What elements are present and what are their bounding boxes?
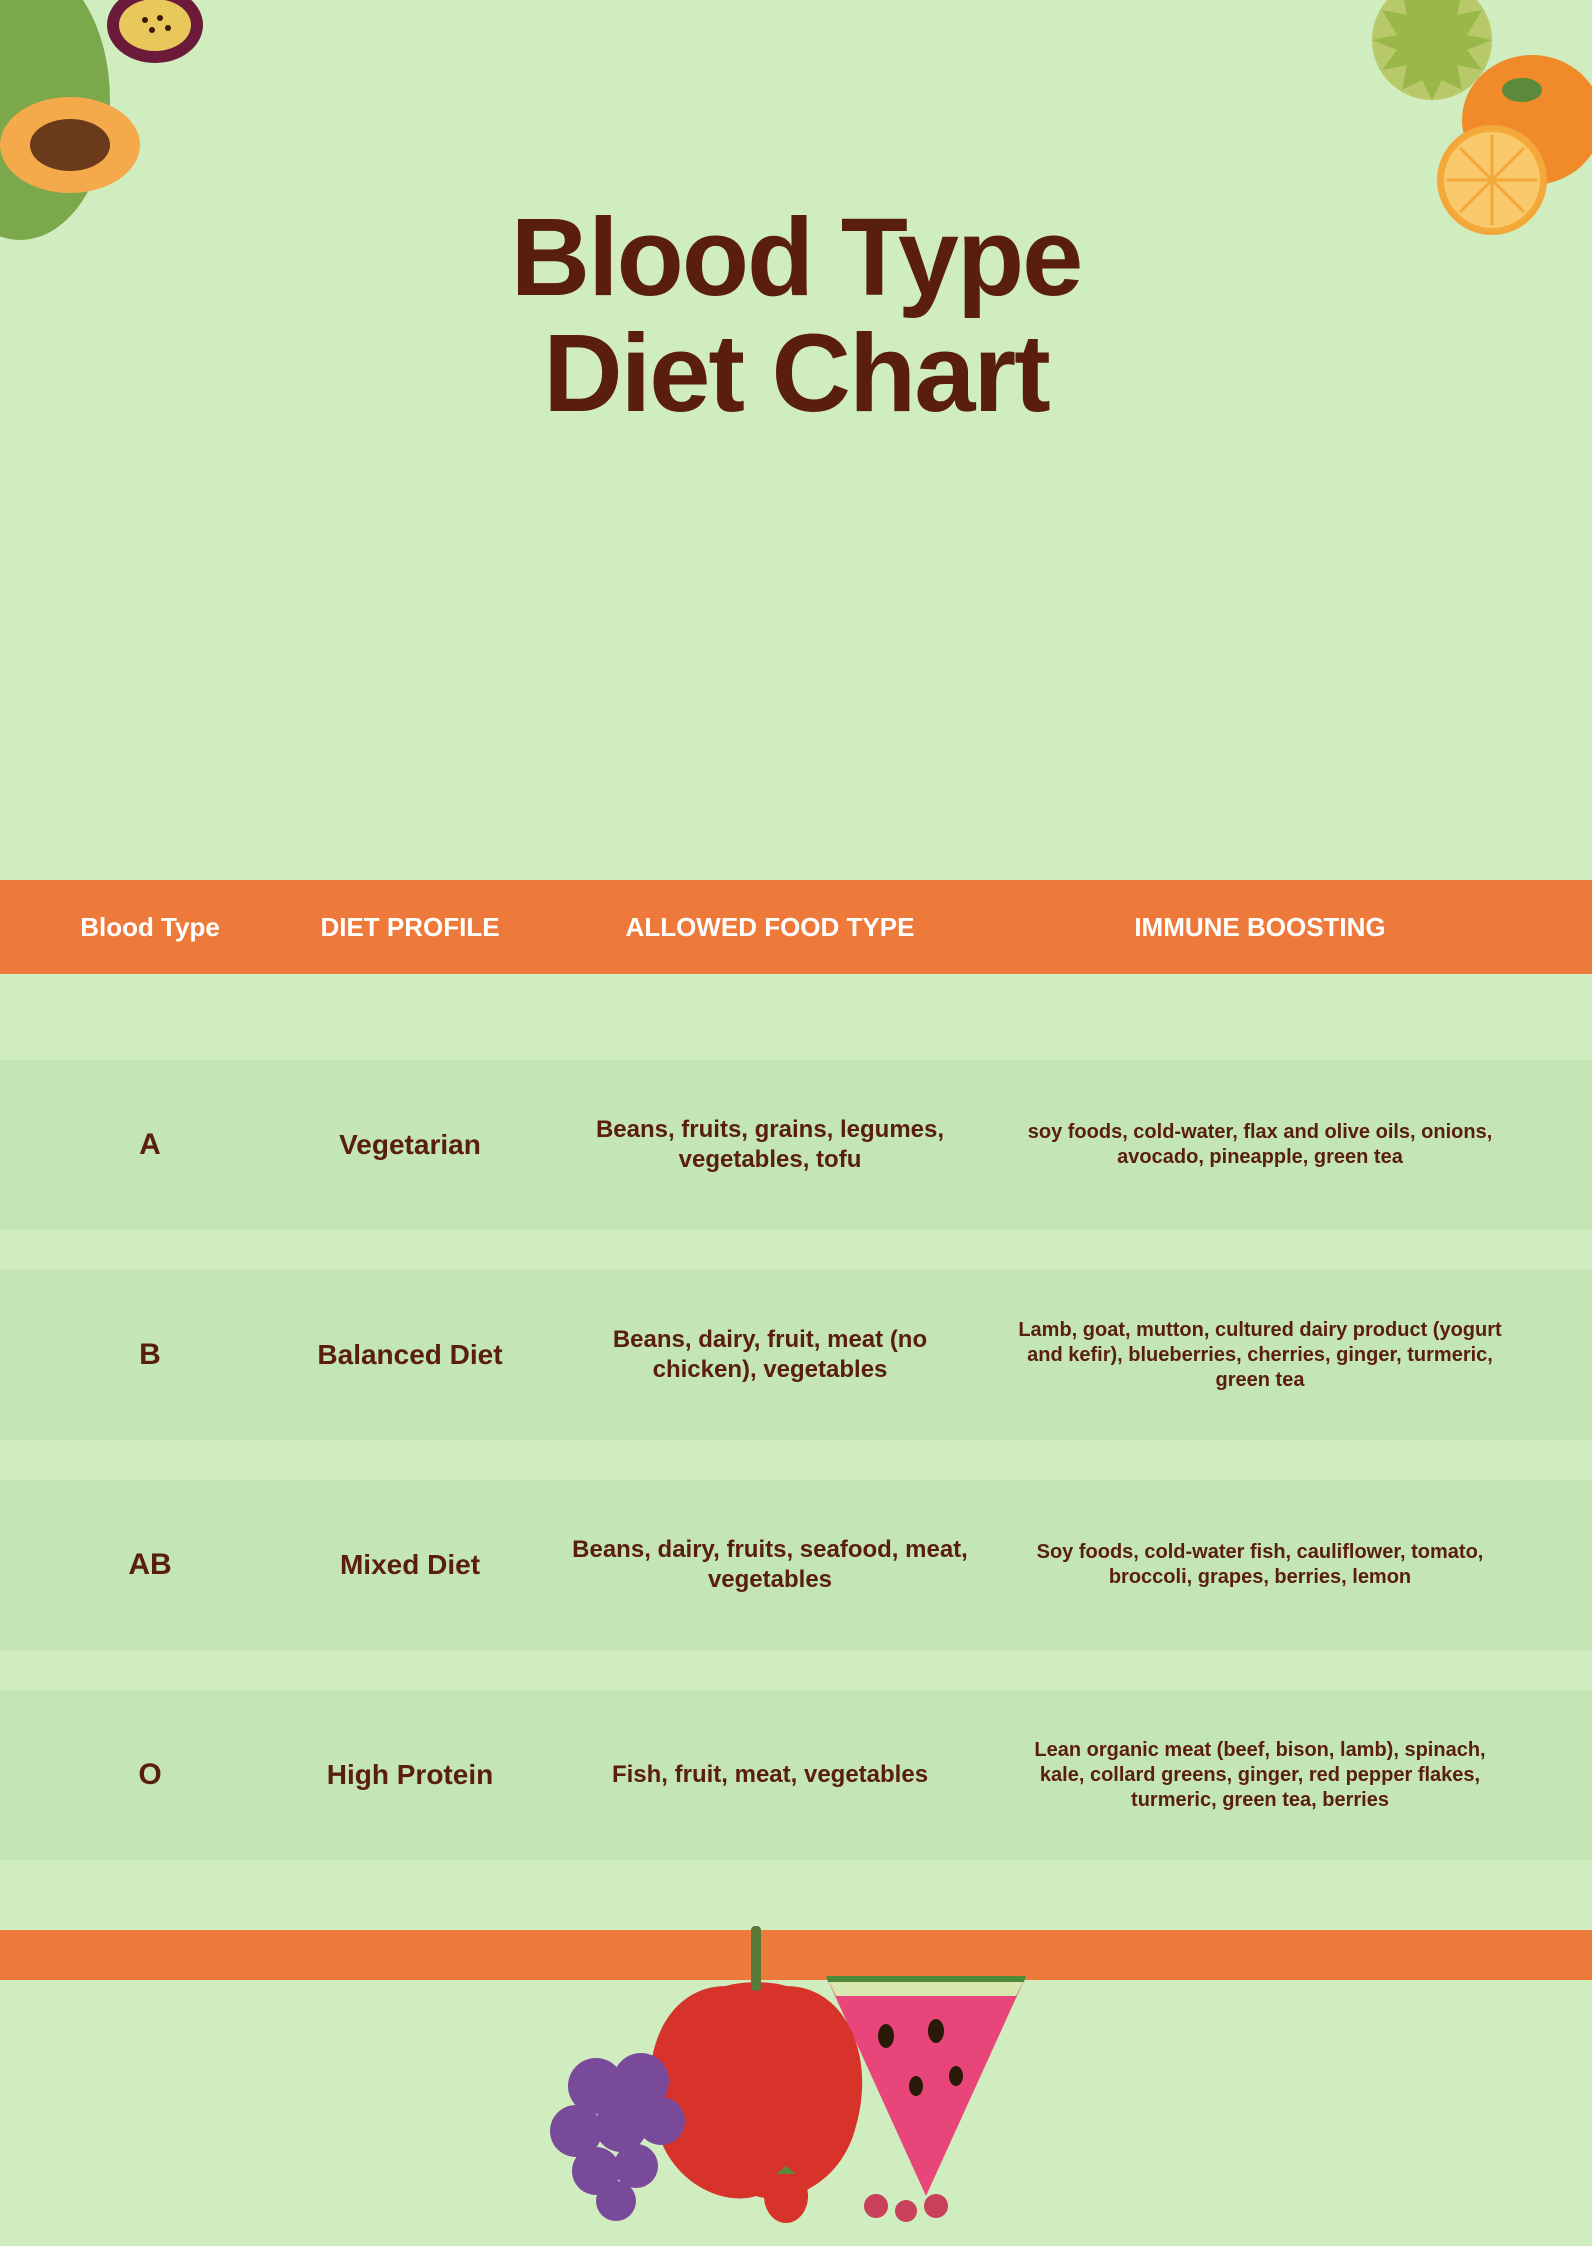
table-row: A Vegetarian Beans, fruits, grains, legu… (0, 1060, 1592, 1230)
header-allowed-food: ALLOWED FOOD TYPE (560, 912, 980, 943)
fruit-top-right-icon (1312, 0, 1592, 270)
cell-type: AB (0, 1548, 260, 1582)
fruit-top-left-icon (0, 0, 260, 260)
table-row: AB Mixed Diet Beans, dairy, fruits, seaf… (0, 1480, 1592, 1650)
cell-profile: High Protein (260, 1759, 560, 1791)
cell-allowed: Beans, fruits, grains, legumes, vegetabl… (560, 1115, 980, 1175)
cell-immune: Soy foods, cold-water fish, cauliflower,… (980, 1540, 1540, 1590)
table-row: B Balanced Diet Beans, dairy, fruit, mea… (0, 1270, 1592, 1440)
cell-allowed: Beans, dairy, fruits, seafood, meat, veg… (560, 1535, 980, 1595)
header-diet-profile: DIET PROFILE (260, 912, 560, 943)
table-row: O High Protein Fish, fruit, meat, vegeta… (0, 1690, 1592, 1860)
fruit-bottom-icon (446, 1856, 1146, 2236)
header-blood-type: Blood Type (0, 912, 260, 943)
cell-immune: Lean organic meat (beef, bison, lamb), s… (980, 1738, 1540, 1813)
table-header: Blood Type DIET PROFILE ALLOWED FOOD TYP… (0, 880, 1592, 974)
cell-type: O (0, 1758, 260, 1792)
cell-allowed: Fish, fruit, meat, vegetables (560, 1760, 980, 1790)
cell-profile: Mixed Diet (260, 1549, 560, 1581)
title-line-2: Diet Chart (0, 316, 1592, 432)
cell-type: B (0, 1338, 260, 1372)
cell-type: A (0, 1128, 260, 1162)
cell-profile: Vegetarian (260, 1129, 560, 1161)
header-immune-boosting: IMMUNE BOOSTING (980, 912, 1540, 943)
cell-profile: Balanced Diet (260, 1339, 560, 1371)
cell-allowed: Beans, dairy, fruit, meat (no chicken), … (560, 1325, 980, 1385)
cell-immune: soy foods, cold-water, flax and olive oi… (980, 1120, 1540, 1170)
cell-immune: Lamb, goat, mutton, cultured dairy produ… (980, 1318, 1540, 1393)
